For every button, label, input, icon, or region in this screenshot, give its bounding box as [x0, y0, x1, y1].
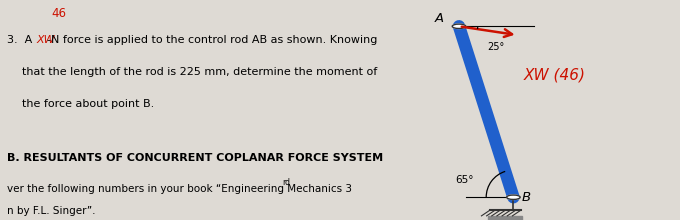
Text: that the length of the rod is 225 mm, determine the moment of: that the length of the rod is 225 mm, de… [22, 67, 377, 77]
Circle shape [452, 24, 466, 28]
Text: XW: XW [37, 35, 55, 45]
Text: A: A [435, 12, 444, 25]
Text: XW (46): XW (46) [524, 67, 585, 82]
Text: B. RESULTANTS OF CONCURRENT COPLANAR FORCE SYSTEM: B. RESULTANTS OF CONCURRENT COPLANAR FOR… [7, 153, 383, 163]
Text: rd: rd [282, 178, 290, 187]
Text: ver the following numbers in your book “Engineering Mechanics 3: ver the following numbers in your book “… [7, 184, 352, 194]
Text: 25°: 25° [488, 42, 505, 52]
Text: the force about point B.: the force about point B. [22, 99, 154, 109]
Text: -N force is applied to the control rod AB as shown. Knowing: -N force is applied to the control rod A… [47, 35, 377, 45]
Text: 46: 46 [51, 7, 66, 20]
Text: B: B [522, 191, 530, 204]
Text: n by F.L. Singer”.: n by F.L. Singer”. [7, 206, 95, 216]
Text: 3.  A: 3. A [7, 35, 35, 45]
Polygon shape [488, 216, 522, 220]
Text: 65°: 65° [456, 175, 474, 185]
Circle shape [507, 195, 520, 199]
